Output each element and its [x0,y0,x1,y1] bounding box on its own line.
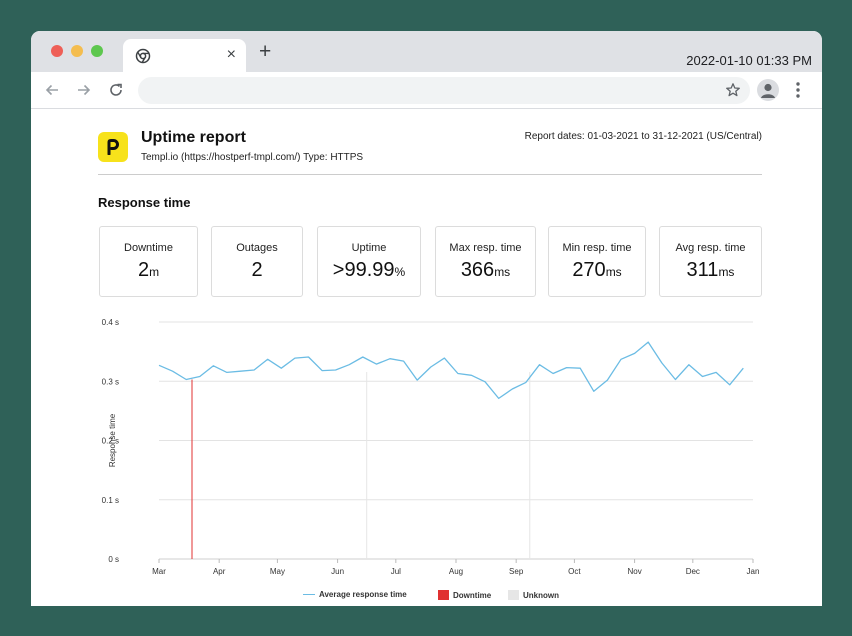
maximize-window-button[interactable] [91,45,103,57]
header-divider [98,174,762,175]
x-tick-label: Jul [391,567,401,576]
reload-icon [110,83,122,96]
stat-value: 270ms [572,259,622,281]
legend-label: Unknown [523,590,559,600]
x-tick-label: Aug [449,567,463,576]
legend-item-downtime[interactable]: Downtime [438,590,491,600]
x-tick-label: Oct [568,567,581,576]
x-tick-label: May [270,567,285,576]
report-page: Uptime report Templ.io (https://hostperf… [31,110,822,606]
x-tick-label: Jan [747,567,760,576]
legend-item-avg[interactable]: Average response time [303,590,407,599]
forward-button[interactable] [73,79,95,101]
stat-value: 366ms [460,259,511,281]
stat-value: 2m [137,259,160,281]
stat-label: Avg resp. time [675,242,746,254]
y-tick-label: 0.3 s [102,377,119,386]
new-tab-button[interactable]: + [259,40,272,63]
stat-label: Downtime [124,242,173,254]
report-dates: Report dates: 01-03-2021 to 31-12-2021 (… [524,131,762,142]
tab-close-button[interactable]: × [226,46,236,63]
stat-label: Outages [236,242,278,254]
x-tick-label: Nov [627,567,641,576]
browser-toolbar [31,72,822,109]
stat-label: Min resp. time [562,242,632,254]
x-tick-label: Apr [213,567,226,576]
x-tick-label: Sep [509,567,524,576]
y-tick-label: 0 s [108,555,119,564]
more-vert-icon[interactable] [795,81,801,99]
x-tick-label: Dec [686,567,700,576]
y-tick-label: 0.2 s [102,437,119,446]
stat-card-max-resp: Max resp. time 366ms [435,226,536,297]
stat-card-min-resp: Min resp. time 270ms [548,226,646,297]
reload-button[interactable] [105,79,127,101]
y-tick-label: 0.1 s [102,496,119,505]
stat-card-uptime: Uptime >99.99% [317,226,421,297]
legend-label: Average response time [319,590,407,599]
legend-label: Downtime [453,590,492,600]
clock: 2022-01-10 01:33 PM [686,53,812,68]
report-subtitle: Templ.io (https://hostperf-tmpl.com/) Ty… [141,152,364,163]
response-time-chart: 0 s 0.1 s 0.2 s 0.3 s 0.4 s Response time Mar A… [102,318,760,576]
y-tick-label: 0.4 s [102,318,119,327]
minimize-window-button[interactable] [71,45,83,57]
chrome-icon [135,48,151,64]
section-title: Response time [98,195,191,210]
browser-window: × + 2022-01-10 01:33 PM [31,31,822,606]
stat-value: 311ms [686,259,735,281]
back-button[interactable] [41,79,63,101]
logo-p-icon [107,139,119,155]
star-icon[interactable] [725,82,741,98]
stat-card-downtime: Downtime 2m [99,226,198,297]
series-line [158,341,744,400]
browser-tab[interactable]: × [123,39,246,72]
legend-swatch-box [508,590,519,600]
x-tick-label: Jun [331,567,344,576]
close-window-button[interactable] [51,45,63,57]
brand-logo [98,132,128,162]
title-bar: × + 2022-01-10 01:33 PM [31,31,822,72]
stat-label: Uptime [351,242,387,254]
legend-item-unknown[interactable]: Unknown [508,590,559,600]
forward-arrow-icon [78,84,91,96]
stat-value: 2 [251,259,263,281]
legend-swatch-box [438,590,449,600]
account-icon[interactable] [757,79,779,101]
stat-label: Max resp. time [449,242,522,254]
stat-card-outages: Outages 2 [211,226,303,297]
legend-swatch-line [303,594,315,595]
report-title: Uptime report [141,129,246,146]
address-bar[interactable] [138,77,750,104]
back-arrow-icon [45,84,58,96]
y-axis-title: Response time [108,413,117,467]
stat-value: >99.99% [332,259,406,281]
x-tick-label: Mar [152,567,166,576]
stat-card-avg-resp: Avg resp. time 311ms [659,226,762,297]
